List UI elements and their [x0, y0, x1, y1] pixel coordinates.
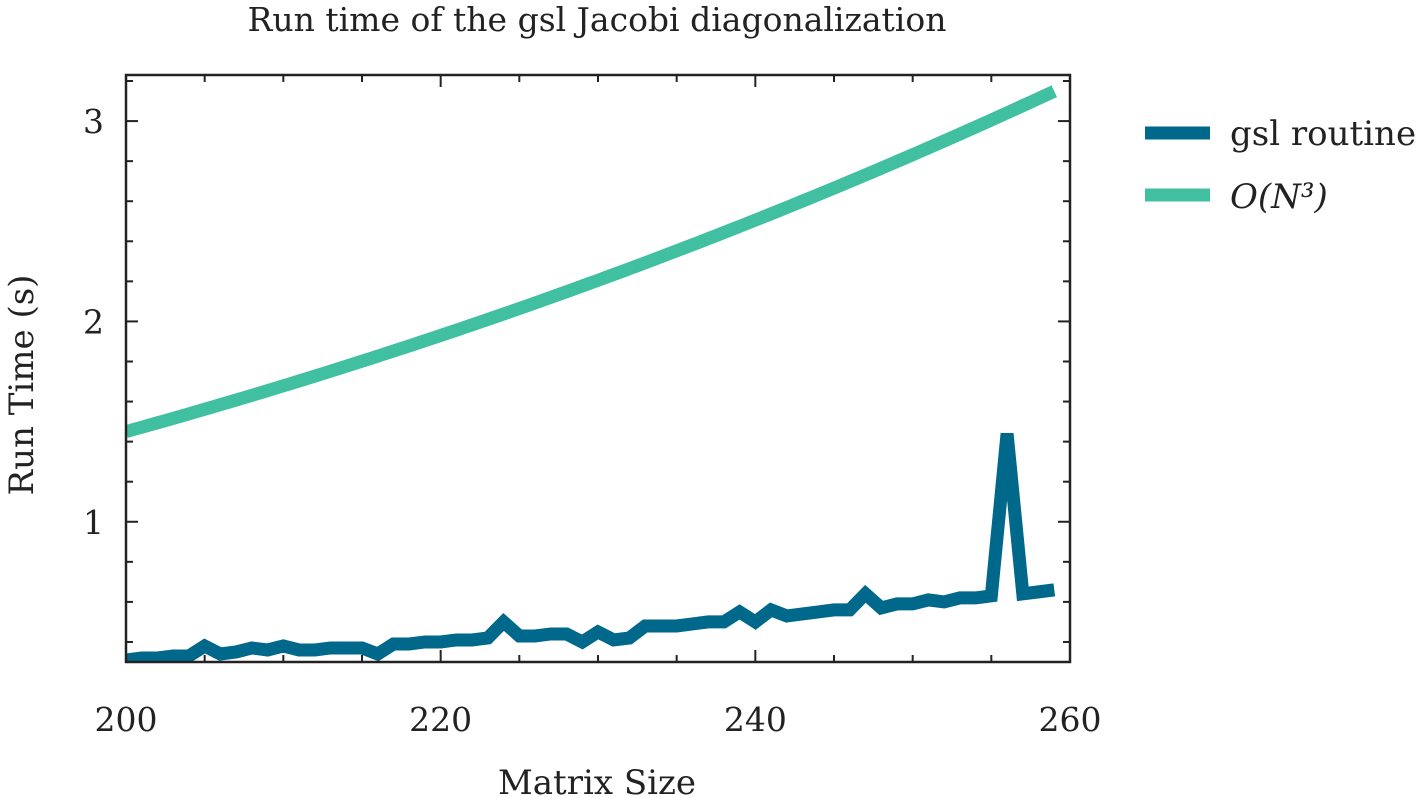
axes-frame: [124, 73, 1072, 664]
legend-label-gsl-routine: gsl routine: [1230, 114, 1416, 154]
chart-title: Run time of the gsl Jacobi diagonalizati…: [248, 0, 947, 39]
y-axis-label: Run Time (s): [2, 275, 42, 496]
legend: gsl routine O(N³): [1145, 114, 1416, 217]
x-axis-label: Matrix Size: [498, 763, 696, 798]
y-tick-label: 1: [83, 503, 104, 542]
x-tick-label: 220: [409, 700, 472, 739]
x-tick-label: 260: [1039, 700, 1102, 739]
series-line-1: [126, 85, 1058, 438]
legend-label-on3: O(N³): [1230, 177, 1328, 217]
y-tick-label: 2: [83, 302, 104, 341]
x-tick-label: 200: [95, 700, 158, 739]
y-tick-label: 3: [83, 102, 104, 141]
x-tick-label: 240: [724, 700, 787, 739]
plot-area: 200 220 240 260 1 2 3: [83, 73, 1102, 739]
series-line-0: [126, 432, 1056, 662]
